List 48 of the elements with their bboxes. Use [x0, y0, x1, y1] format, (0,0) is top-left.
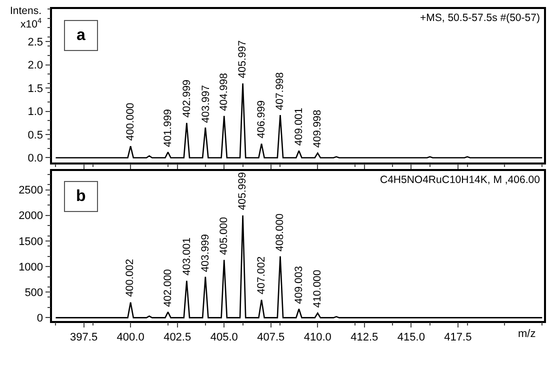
annotation: 409.998 [312, 110, 324, 148]
annotation: 405.997 [236, 40, 248, 78]
x-tick-label: 412.5 [350, 332, 378, 344]
y-tick-label: 2000 [18, 210, 44, 222]
annotation: 402.999 [180, 79, 193, 118]
annotation: 404.998 [218, 72, 230, 112]
annotation: a [76, 27, 86, 44]
y-tick-label: 1.0 [28, 106, 44, 118]
y-tick-label: 2500 [18, 184, 44, 197]
annotation: 400.002 [124, 258, 136, 297]
x-tick-label: 402.5 [164, 332, 192, 344]
y-axis-title: Intens. x10$^{4}$ [10, 5, 42, 31]
x-tick-label: 415.0 [397, 332, 425, 344]
annotation: 403.001 [180, 237, 193, 276]
y-tick-label: 2.0 [28, 60, 44, 72]
annotation: 405.000 [218, 216, 230, 255]
x-tick-label: 397.5 [70, 332, 98, 344]
x-tick-label: 407.5 [257, 332, 285, 344]
y-tick-label: 2.5 [28, 36, 44, 48]
annotation: 402.000 [162, 268, 174, 308]
annotation: +MS, 50.5-57.5s #(50-57) [420, 12, 540, 24]
x-tick-label: 400.0 [116, 332, 144, 344]
line-series [55, 214, 543, 318]
annotation: 405.999 [236, 172, 248, 210]
x-tick-label: 405.0 [210, 332, 238, 344]
x-tick-label: 417.5 [444, 332, 472, 344]
annotation: 410.000 [312, 270, 324, 308]
annotation: 403.997 [200, 84, 212, 123]
annotation: 407.002 [256, 256, 268, 294]
x-tick-label: 410.0 [304, 332, 332, 344]
y-tick-label: 0.0 [28, 152, 44, 165]
y-tick-label: 1.5 [28, 82, 44, 95]
annotation: 406.999 [256, 100, 268, 138]
annotation: 400.000 [124, 102, 136, 141]
annotation: 407.998 [274, 72, 286, 110]
y-tick-label: 1500 [18, 236, 44, 248]
annotation: C4H5NO4RuC10H14K, M ,406.00 [380, 174, 540, 186]
annotation: 409.003 [292, 266, 305, 304]
y-tick-label: 500 [24, 286, 44, 299]
annotation: 408.000 [274, 213, 286, 252]
annotation: 401.999 [162, 109, 174, 148]
y-tick-label: 1000 [18, 261, 44, 274]
y-tick-label: 0 [36, 312, 44, 325]
annotation: b [76, 188, 86, 205]
x-axis-title: m/z [518, 328, 536, 340]
y-tick-label: 0.5 [28, 129, 44, 142]
annotation: 409.001 [293, 108, 306, 146]
annotation: 403.999 [200, 234, 212, 272]
